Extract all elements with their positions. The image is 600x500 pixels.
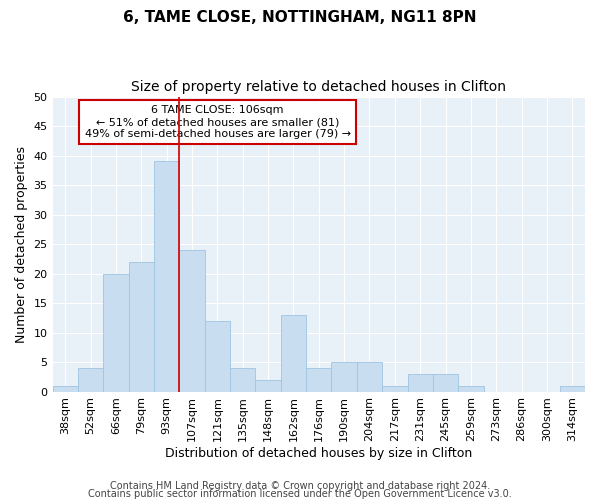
Bar (433, 374, 458, 392)
Bar (154, 162, 179, 392)
Bar (357, 362, 382, 392)
Text: Contains public sector information licensed under the Open Government Licence v3: Contains public sector information licen… (88, 489, 512, 499)
Title: Size of property relative to detached houses in Clifton: Size of property relative to detached ho… (131, 80, 506, 94)
Bar (53, 386, 78, 392)
Text: 6 TAME CLOSE: 106sqm
← 51% of detached houses are smaller (81)
49% of semi-detac: 6 TAME CLOSE: 106sqm ← 51% of detached h… (85, 106, 350, 138)
Bar (331, 362, 357, 392)
Bar (128, 262, 154, 392)
Y-axis label: Number of detached properties: Number of detached properties (15, 146, 28, 342)
Bar (382, 386, 407, 392)
Bar (281, 315, 306, 392)
Bar (78, 368, 103, 392)
Bar (256, 380, 281, 392)
Bar (458, 386, 484, 392)
Bar (407, 374, 433, 392)
Text: Contains HM Land Registry data © Crown copyright and database right 2024.: Contains HM Land Registry data © Crown c… (110, 481, 490, 491)
Bar (179, 250, 205, 392)
Bar (205, 321, 230, 392)
Text: 6, TAME CLOSE, NOTTINGHAM, NG11 8PN: 6, TAME CLOSE, NOTTINGHAM, NG11 8PN (123, 10, 477, 25)
Bar (103, 274, 128, 392)
X-axis label: Distribution of detached houses by size in Clifton: Distribution of detached houses by size … (165, 447, 472, 460)
Bar (230, 368, 256, 392)
Bar (306, 368, 331, 392)
Bar (560, 386, 585, 392)
